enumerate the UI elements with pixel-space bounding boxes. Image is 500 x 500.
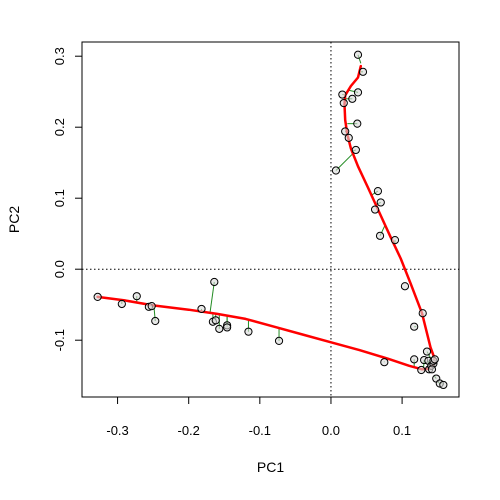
data-point	[410, 355, 419, 364]
data-point	[430, 355, 439, 364]
data-point	[147, 302, 156, 311]
data-points	[93, 50, 448, 390]
data-point	[339, 98, 348, 108]
data-point	[353, 88, 363, 97]
reference-lines	[82, 42, 459, 397]
data-point	[376, 198, 385, 207]
data-point	[197, 304, 206, 314]
principal-curve	[96, 64, 437, 371]
data-point	[351, 145, 360, 155]
data-point	[353, 50, 363, 59]
data-point	[151, 316, 160, 326]
data-point	[370, 205, 380, 214]
data-point	[400, 282, 410, 291]
data-point	[427, 365, 437, 374]
data-point	[117, 299, 126, 309]
data-point	[211, 316, 220, 325]
projection-segment	[209, 281, 215, 313]
x-tick-label: -0.3	[106, 423, 128, 438]
x-tick-label: 0.1	[393, 423, 411, 438]
y-tick-label: -0.1	[52, 329, 67, 351]
data-point	[422, 347, 432, 356]
y-tick-label: 0.2	[52, 118, 67, 136]
data-point	[358, 67, 368, 76]
data-point	[348, 94, 357, 103]
data-point	[210, 277, 219, 287]
data-point	[390, 235, 400, 245]
principal-curve-line	[96, 64, 437, 371]
data-point	[223, 323, 232, 332]
plot-frame	[81, 41, 460, 398]
y-tick-label: 0.0	[52, 260, 67, 278]
data-point	[93, 292, 102, 301]
y-tick-label: 0.1	[52, 189, 67, 207]
y-axis-label: PC2	[6, 206, 22, 233]
data-point	[344, 133, 353, 142]
data-point	[373, 187, 383, 196]
data-point	[338, 90, 347, 99]
x-tick-label: -0.1	[249, 423, 271, 438]
x-tick-label: -0.2	[177, 423, 199, 438]
data-point	[380, 358, 389, 367]
data-point	[353, 119, 362, 128]
data-point	[418, 309, 427, 318]
x-tick-label: 0.0	[322, 423, 340, 438]
data-point	[274, 336, 284, 346]
x-axis: -0.3 -0.2 -0.1 0.0 0.1	[106, 397, 411, 438]
data-point	[410, 322, 419, 331]
projection-segments	[121, 54, 444, 386]
data-point	[439, 380, 448, 390]
data-point	[375, 231, 385, 240]
x-axis-label: PC1	[257, 459, 284, 475]
data-point	[417, 365, 426, 375]
data-point	[244, 327, 253, 336]
y-axis: -0.1 0.0 0.1 0.2 0.3	[52, 47, 82, 351]
data-point	[331, 166, 341, 175]
data-point	[132, 292, 141, 301]
data-point	[341, 127, 350, 136]
y-tick-label: 0.3	[52, 47, 67, 65]
data-point	[215, 324, 224, 333]
